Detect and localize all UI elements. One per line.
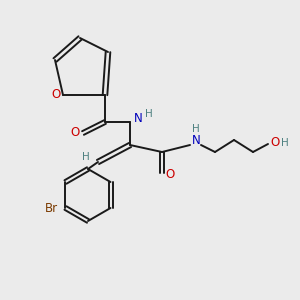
Text: O: O — [70, 127, 80, 140]
Text: H: H — [192, 124, 200, 134]
Text: H: H — [82, 152, 90, 162]
Text: O: O — [165, 167, 175, 181]
Text: H: H — [281, 138, 289, 148]
Text: Br: Br — [45, 202, 58, 215]
Text: N: N — [192, 134, 200, 146]
Text: H: H — [145, 109, 153, 119]
Text: O: O — [270, 136, 280, 149]
Text: O: O — [51, 88, 61, 101]
Text: N: N — [134, 112, 142, 125]
